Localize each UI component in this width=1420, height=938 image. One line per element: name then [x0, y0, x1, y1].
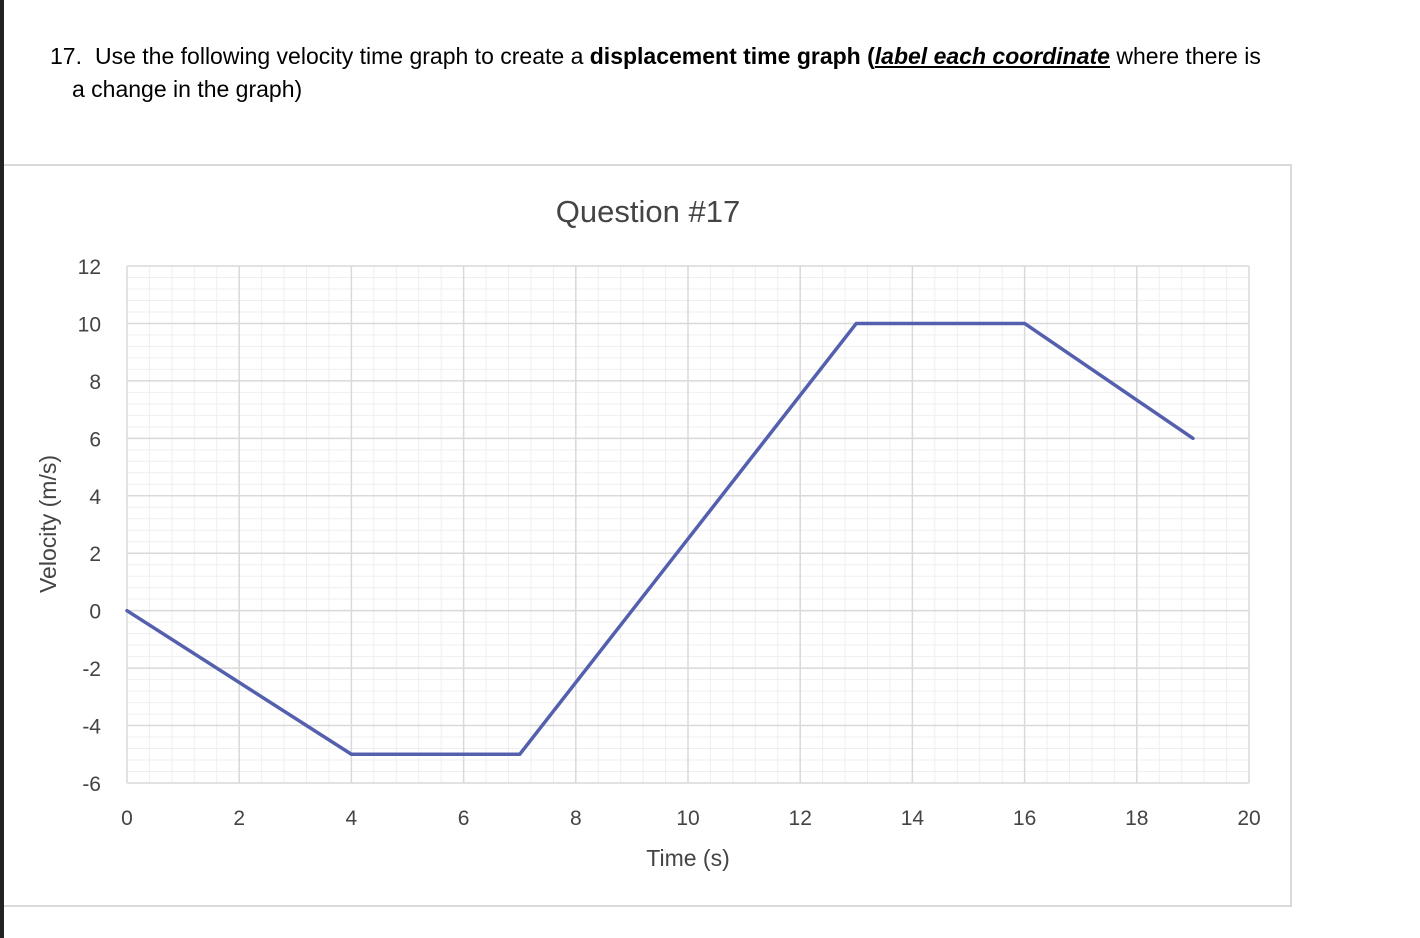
- velocity-series-line: [125, 321, 1195, 757]
- y-tick-label: 4: [89, 486, 101, 509]
- x-tick-label: 12: [789, 807, 812, 830]
- question-bold-text: displacement time graph: [589, 43, 861, 69]
- y-tick-label: -6: [82, 773, 101, 796]
- x-tick-label: 14: [901, 807, 925, 830]
- y-tick-label: 6: [89, 428, 101, 451]
- y-tick-label: -4: [82, 716, 101, 739]
- y-tick-labels: -6 -4 -2 0 2 4 6 8 10 12: [78, 256, 102, 796]
- x-tick-label: 4: [346, 807, 358, 830]
- x-tick-label: 16: [1013, 807, 1036, 830]
- x-tick-labels: 0 2 4 6 8 10 12 14 16 18 20: [121, 807, 1261, 830]
- y-tick-label: 2: [89, 543, 101, 566]
- question-text-after: where there is: [1109, 43, 1261, 69]
- left-border: [0, 0, 4, 938]
- question-number: 17.: [50, 43, 82, 69]
- x-tick-label: 20: [1237, 807, 1260, 830]
- y-tick-label: 0: [89, 601, 101, 624]
- x-tick-label: 2: [233, 807, 245, 830]
- question-line-2: a change in the graph): [72, 76, 303, 102]
- y-tick-label: 12: [78, 256, 101, 279]
- question-text-before: Use the following velocity time graph to…: [95, 43, 590, 69]
- x-tick-label: 0: [121, 807, 133, 830]
- x-tick-label: 8: [570, 807, 582, 830]
- y-axis-label: Velocity (m/s): [35, 455, 61, 593]
- y-tick-label: -2: [82, 658, 101, 681]
- question-emph-text: label each coordinate: [874, 43, 1110, 69]
- chart-title: Question #17: [556, 194, 740, 229]
- question-text: 17. Use the following velocity time graph…: [50, 40, 1350, 106]
- question-paren: (: [860, 43, 875, 69]
- series-group: [125, 321, 1195, 757]
- grid-major: [126, 265, 1250, 784]
- y-tick-label: 10: [78, 313, 101, 336]
- y-tick-label: 8: [89, 371, 101, 394]
- chart-frame: [4, 164, 1292, 907]
- x-axis-label: Time (s): [646, 845, 729, 871]
- x-tick-label: 6: [458, 807, 470, 830]
- x-tick-label: 10: [676, 807, 699, 830]
- x-tick-label: 18: [1125, 807, 1148, 830]
